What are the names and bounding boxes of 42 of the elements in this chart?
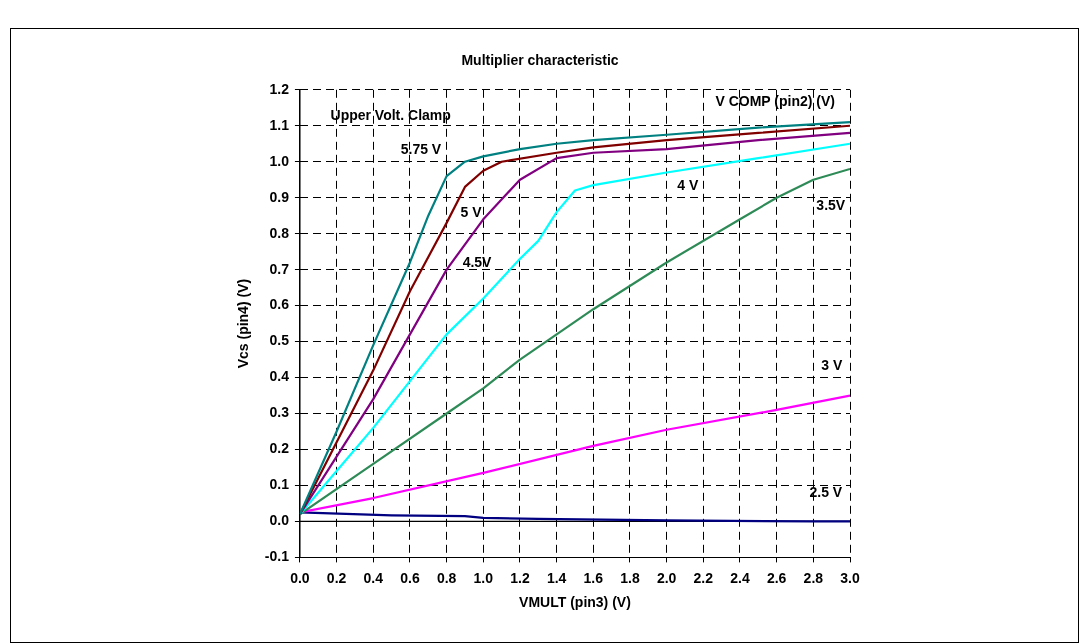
x-tick-label: 0.6 (400, 569, 420, 586)
x-tick-label: 0.2 (326, 569, 347, 586)
x-tick-label: 2.2 (693, 569, 714, 586)
x-tick-label: 2.6 (766, 569, 787, 586)
y-tick-label: 0.9 (269, 188, 290, 205)
x-tick-label: 0.4 (363, 569, 384, 586)
y-tick-label: 0.2 (269, 440, 290, 457)
x-tick-label: 2.4 (730, 569, 750, 586)
annotation: Upper Volt. Clamp (330, 106, 451, 123)
y-tick-label: -0.1 (264, 548, 290, 565)
y-tick-label: 0.3 (269, 404, 290, 421)
x-tick-label: 1.2 (510, 569, 530, 586)
y-tick-label: 0.4 (269, 368, 290, 385)
x-tick-label: 1.0 (473, 569, 494, 586)
series-label: 2.5 V (809, 484, 843, 501)
x-tick-label: 2.8 (803, 569, 824, 586)
series-label: 5.75 V (400, 141, 442, 158)
y-tick-label: 0.8 (269, 224, 290, 241)
chart-title: Multiplier characteristic (461, 52, 619, 69)
series-label: 4.5V (462, 253, 493, 270)
x-tick-label: 0.8 (436, 569, 457, 586)
y-tick-label: 1.1 (269, 116, 290, 133)
y-tick-label: 0.6 (269, 296, 290, 313)
x-tick-label: 3.0 (840, 569, 860, 586)
series-label: 4 V (677, 176, 699, 193)
x-tick-label: 0.0 (290, 569, 310, 586)
y-tick-label: 0.1 (269, 476, 290, 493)
series-label: 5 V (460, 203, 483, 220)
y-tick-label: 1.0 (269, 152, 290, 169)
x-tick-label: 1.8 (620, 569, 640, 586)
x-tick-label: 2.0 (656, 569, 677, 586)
x-tick-label: 1.4 (546, 569, 567, 586)
series-label: 3 V (821, 357, 844, 374)
y-tick-label: 0.7 (269, 260, 290, 277)
y-axis-title: Vcs (pin4) (V) (235, 278, 252, 369)
x-tick-label: 1.6 (583, 569, 604, 586)
annotation: V COMP (pin2) (V) (715, 92, 835, 109)
series-label: 3.5V (816, 196, 846, 213)
y-tick-label: 0.0 (269, 512, 290, 529)
y-tick-label: 1.2 (269, 80, 290, 97)
x-axis-title: VMULT (pin3) (V) (519, 594, 631, 611)
y-tick-label: 0.5 (269, 332, 290, 349)
